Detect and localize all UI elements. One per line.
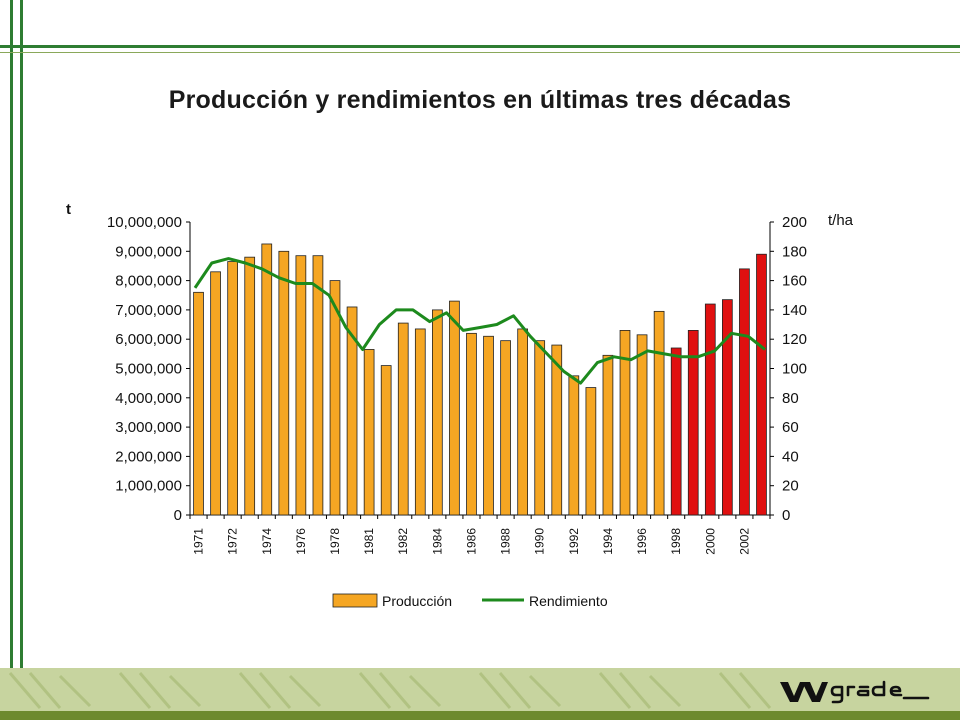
x-tick-label: 1984 bbox=[430, 528, 444, 555]
left-frame-line-2 bbox=[20, 0, 23, 720]
left-tick-label: 6,000,000 bbox=[115, 331, 182, 348]
production-bar bbox=[568, 375, 580, 516]
left-axis-unit: t bbox=[66, 201, 71, 218]
production-bar bbox=[585, 387, 597, 516]
left-tick-label: 10,000,000 bbox=[107, 214, 182, 231]
production-bar bbox=[756, 253, 767, 516]
rendimiento-line bbox=[193, 257, 766, 385]
x-tick-label: 2000 bbox=[703, 528, 717, 555]
right-tick-label: 60 bbox=[782, 419, 799, 436]
production-bar bbox=[380, 365, 392, 516]
production-bar bbox=[278, 250, 290, 516]
production-bar bbox=[517, 328, 528, 516]
production-bar bbox=[295, 255, 307, 516]
production-bar bbox=[227, 261, 238, 516]
production-bar bbox=[346, 306, 358, 516]
x-tick-label: 1998 bbox=[669, 528, 683, 555]
x-tick-label: 1992 bbox=[567, 528, 581, 555]
production-bar bbox=[449, 300, 460, 516]
x-tick-label: 1988 bbox=[499, 528, 513, 555]
x-tick-label: 1978 bbox=[328, 528, 342, 555]
production-bar bbox=[500, 340, 511, 516]
right-axis-unit: t/ha bbox=[828, 212, 854, 229]
right-tick-label: 200 bbox=[782, 214, 807, 231]
legend-rendimiento-label: Rendimiento bbox=[529, 593, 608, 609]
footer-pattern bbox=[8, 672, 772, 709]
right-tick-label: 40 bbox=[782, 448, 799, 465]
production-bar bbox=[261, 243, 273, 516]
production-bar bbox=[363, 349, 375, 516]
left-tick-label: 4,000,000 bbox=[115, 390, 182, 407]
right-tick-label: 20 bbox=[782, 478, 799, 495]
left-tick-label: 0 bbox=[174, 507, 182, 524]
x-tick-label: 1981 bbox=[362, 528, 376, 555]
production-bar bbox=[466, 332, 477, 516]
x-tick-label: 2002 bbox=[737, 528, 751, 555]
x-tick-label: 1974 bbox=[260, 528, 274, 555]
footer-bottom-bar bbox=[0, 711, 960, 720]
production-bar bbox=[312, 255, 324, 516]
production-bar bbox=[414, 328, 426, 516]
production-bar bbox=[551, 344, 563, 516]
production-bar bbox=[602, 354, 614, 516]
production-bar bbox=[687, 330, 699, 516]
x-tick-label: 1994 bbox=[601, 528, 615, 555]
legend-produccion-label: Producción bbox=[382, 593, 452, 609]
production-bar bbox=[704, 303, 716, 516]
slide-title: Producción y rendimientos en últimas tre… bbox=[168, 86, 792, 114]
production-bar bbox=[653, 310, 665, 516]
x-tick-label: 1986 bbox=[464, 528, 478, 555]
production-bar bbox=[636, 334, 648, 516]
right-tick-label: 140 bbox=[782, 302, 807, 319]
right-tick-label: 80 bbox=[782, 390, 799, 407]
production-bar bbox=[193, 291, 204, 516]
right-tick-label: 100 bbox=[782, 361, 807, 378]
left-tick-label: 3,000,000 bbox=[115, 419, 182, 436]
x-tick-label: 1976 bbox=[294, 528, 308, 555]
x-tick-label: 1972 bbox=[226, 528, 240, 555]
x-tick-label: 1996 bbox=[635, 528, 649, 555]
production-bar bbox=[210, 271, 221, 516]
right-tick-label: 0 bbox=[782, 507, 790, 524]
left-tick-label: 5,000,000 bbox=[115, 361, 182, 378]
production-bar bbox=[329, 280, 341, 516]
top-frame-line-2 bbox=[0, 52, 960, 53]
x-tick-label: 1982 bbox=[396, 528, 410, 555]
production-bar bbox=[432, 309, 443, 516]
production-bar bbox=[244, 256, 256, 516]
x-tick-label: 1990 bbox=[533, 528, 547, 555]
legend-produccion-swatch bbox=[332, 593, 378, 608]
production-bar bbox=[483, 335, 494, 516]
top-frame-line bbox=[0, 45, 960, 48]
left-tick-label: 9,000,000 bbox=[115, 243, 182, 260]
production-bar bbox=[534, 340, 546, 516]
grade-logo bbox=[780, 680, 930, 704]
production-bar bbox=[397, 322, 409, 516]
right-tick-label: 180 bbox=[782, 243, 807, 260]
x-tick-label: 1971 bbox=[192, 528, 206, 555]
production-bar bbox=[722, 299, 733, 516]
right-tick-label: 120 bbox=[782, 331, 807, 348]
right-tick-label: 160 bbox=[782, 273, 807, 290]
production-bar bbox=[670, 347, 682, 516]
left-tick-label: 8,000,000 bbox=[115, 273, 182, 290]
left-frame-line bbox=[10, 0, 13, 720]
left-tick-label: 2,000,000 bbox=[115, 448, 182, 465]
production-bar bbox=[619, 330, 631, 516]
left-tick-label: 1,000,000 bbox=[115, 478, 182, 495]
left-tick-label: 7,000,000 bbox=[115, 302, 182, 319]
production-bar bbox=[739, 268, 750, 516]
